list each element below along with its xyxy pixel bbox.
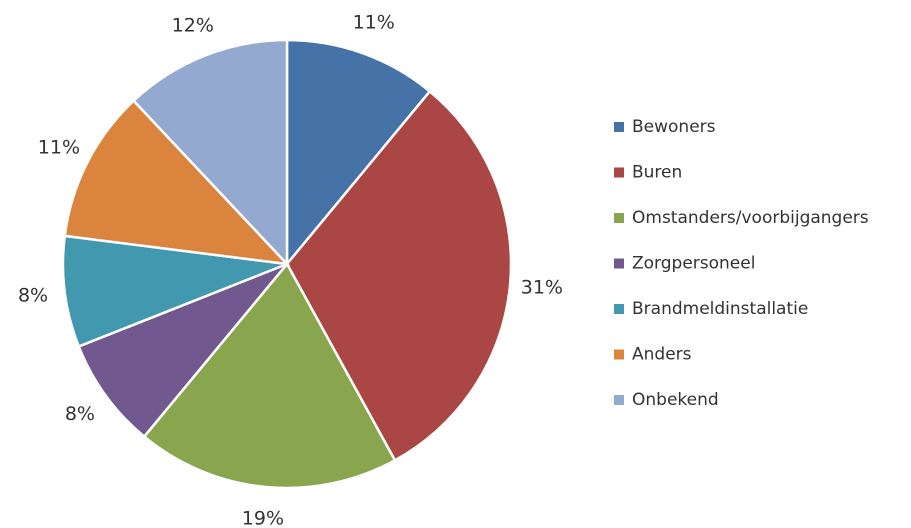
pie-slice [285, 89, 513, 462]
data-label: 8% [18, 285, 48, 307]
legend-swatch [614, 304, 624, 314]
legend-label: Buren [632, 163, 682, 183]
legend-label: Omstanders/voorbijgangers [632, 208, 869, 228]
legend-swatch [614, 395, 624, 405]
legend-label: Onbekend [632, 390, 719, 410]
legend-swatch [614, 258, 624, 269]
legend-swatch [614, 213, 624, 223]
pie-slice [63, 98, 291, 266]
pie-slice [131, 38, 289, 268]
legend-swatch [614, 167, 624, 178]
data-label: 11% [38, 136, 80, 158]
legend-swatch [614, 122, 624, 132]
pie-slice [142, 261, 397, 490]
legend-label: Anders [632, 345, 692, 365]
data-label: 31% [521, 277, 563, 299]
legend-label: Zorgpersoneel [632, 254, 755, 274]
legend-label: Bewoners [632, 117, 716, 137]
data-label: 8% [65, 403, 95, 425]
legend-label: Brandmeldinstallatie [632, 299, 808, 319]
data-label: 11% [353, 12, 395, 34]
pie-slice [285, 38, 432, 268]
data-label: 19% [242, 507, 284, 528]
pie-slice [61, 234, 288, 349]
data-label: 12% [172, 14, 214, 36]
pie-slice [77, 262, 288, 439]
legend-swatch [614, 349, 624, 360]
